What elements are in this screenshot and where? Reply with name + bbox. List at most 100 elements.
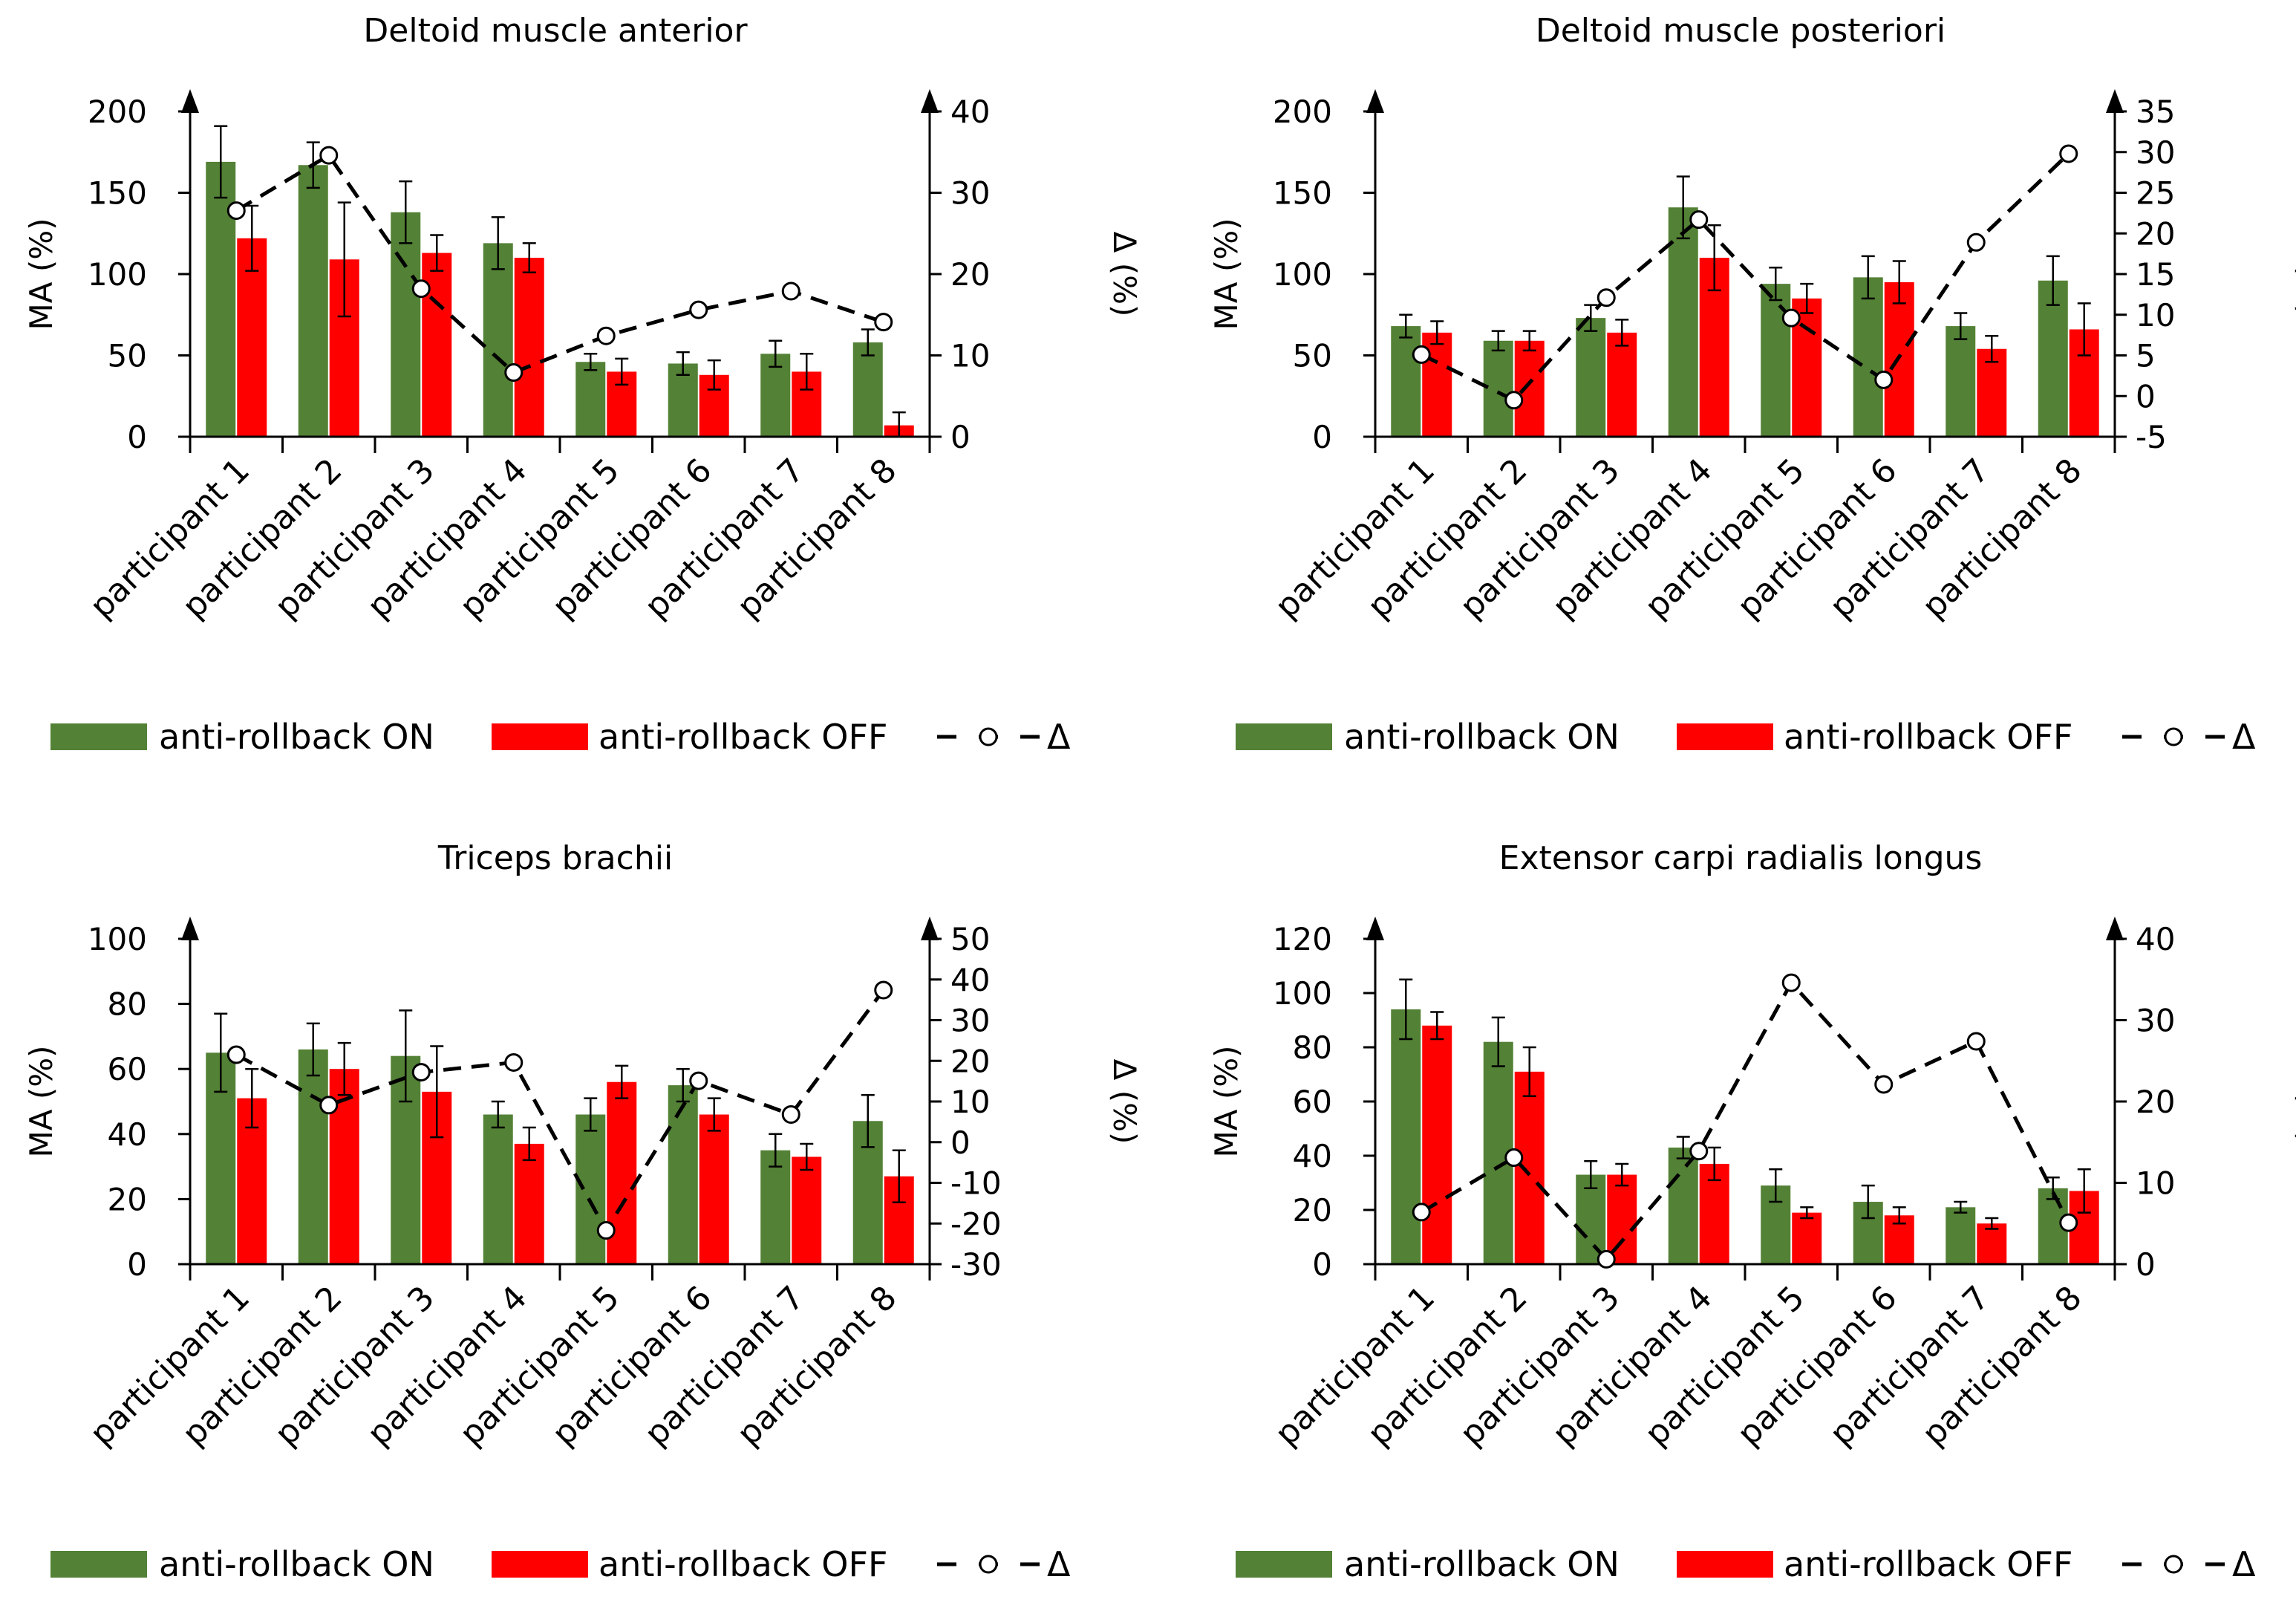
bar-off — [1514, 1071, 1545, 1264]
y-tick-label-left: 0 — [1312, 1246, 1332, 1283]
y-tick-label-left: 40 — [1293, 1138, 1332, 1174]
delta-marker — [1504, 1148, 1524, 1168]
legend-label-delta: Δ — [1047, 1544, 1071, 1584]
y-tick-label-right: 20 — [2136, 215, 2175, 252]
legend-label-off: anti-rollback OFF — [1784, 1544, 2072, 1584]
y-tick-label-left: 0 — [1312, 419, 1332, 455]
x-tick-label: participant 3 — [267, 452, 442, 626]
legend-label-delta: Δ — [1047, 717, 1071, 757]
y-tick-label-right: 35 — [2136, 94, 2175, 130]
y-tick-label-left: 100 — [88, 921, 147, 957]
delta-marker — [596, 1221, 616, 1240]
chart-panel: Deltoid muscle anterior 0 50 100 150 200 0 10 20… — [23, 12, 1143, 757]
bar-on — [483, 243, 513, 437]
delta-line — [235, 989, 885, 1234]
axis-arrow — [2106, 917, 2124, 940]
x-tick-label: participant 3 — [1452, 452, 1627, 626]
x-tick-label: participant 3 — [267, 1279, 442, 1454]
x-tick-label: participant 5 — [1637, 452, 1812, 626]
delta-marker — [596, 326, 616, 345]
axis-arrow — [921, 89, 939, 113]
x-tick-label: participant 8 — [1915, 1279, 2090, 1454]
legend-swatch-on — [1236, 723, 1332, 750]
delta-marker — [1504, 391, 1524, 410]
y-tick-label-right: 25 — [2136, 175, 2175, 212]
chart-panel: Triceps brachii 0 20 40 60 80 100 -30 -20-10 0 10 2… — [23, 839, 1143, 1584]
y-axis-label-right: Δ (%) — [1106, 1059, 1143, 1145]
bar-off — [1977, 348, 2007, 437]
legend-label-off: anti-rollback OFF — [599, 1544, 887, 1584]
legend-label-delta: Δ — [2232, 1544, 2256, 1584]
delta-marker — [504, 362, 524, 382]
y-tick-label-right: 0 — [950, 1125, 971, 1161]
y-axis-label-right: Δ (%) — [1106, 232, 1143, 317]
y-tick-label-left: 0 — [127, 1246, 147, 1283]
axis-arrow — [181, 89, 199, 113]
y-tick-label-right: 40 — [2136, 921, 2175, 957]
y-tick-label-left: 100 — [88, 256, 147, 293]
legend-delta-marker — [2164, 727, 2183, 746]
x-tick-label: participant 8 — [730, 452, 904, 626]
x-tick-label: participant 7 — [637, 1279, 812, 1454]
y-tick-label-left: 0 — [127, 419, 147, 455]
delta-marker — [1412, 1203, 1431, 1222]
legend-swatch-off — [1677, 723, 1773, 750]
legend-delta-marker — [979, 1555, 998, 1574]
bar-off — [1422, 1025, 1452, 1264]
y-tick-label-right: 10 — [950, 338, 990, 374]
y-tick-label-right: 20 — [950, 1043, 990, 1079]
y-tick-label-left: 80 — [108, 986, 147, 1023]
bar-on — [391, 212, 421, 437]
x-tick-label: participant 2 — [175, 452, 350, 626]
x-tick-label: participant 7 — [637, 452, 812, 626]
bar-off — [1792, 1212, 1822, 1264]
delta-marker — [874, 313, 893, 332]
delta-marker — [781, 282, 800, 301]
legend-swatch-off — [492, 1551, 588, 1578]
x-tick-label: participant 4 — [360, 452, 535, 626]
x-tick-label: participant 1 — [1268, 452, 1442, 626]
delta-marker — [689, 1071, 708, 1090]
y-tick-label-left: 20 — [108, 1181, 147, 1217]
chart-panel: Deltoid muscle posteriori 0 50 100 150 200 -5 0… — [1208, 12, 2296, 757]
bar-on — [298, 1049, 328, 1264]
bar-on — [1668, 207, 1698, 437]
axis-arrow — [921, 917, 939, 940]
y-tick-label-right: 0 — [2136, 1246, 2156, 1283]
delta-marker — [319, 1096, 339, 1115]
delta-marker — [226, 1045, 246, 1064]
delta-marker — [1966, 1032, 1986, 1051]
chart-title: Deltoid muscle posteriori — [1536, 12, 1946, 50]
y-tick-label-right: -5 — [2136, 419, 2167, 455]
x-tick-label: participant 4 — [1545, 1279, 1720, 1454]
y-axis-label-right: Δ (%) — [2292, 232, 2296, 317]
x-tick-label: participant 6 — [1730, 1279, 1905, 1454]
bar-off — [514, 258, 544, 437]
legend-delta-marker — [2164, 1555, 2183, 1574]
axis-arrow — [2106, 89, 2124, 113]
y-axis-label-left: MA (%) — [1208, 1046, 1245, 1158]
bar-on — [1483, 340, 1513, 437]
y-tick-label-right: 15 — [2136, 256, 2175, 293]
x-tick-label: participant 5 — [1637, 1279, 1812, 1454]
delta-marker — [504, 1052, 524, 1072]
delta-marker — [1874, 1075, 1894, 1094]
y-tick-label-right: 30 — [950, 1003, 990, 1039]
delta-marker — [1689, 1142, 1709, 1161]
y-tick-label-right: 0 — [2136, 378, 2156, 414]
y-tick-label-left: 50 — [108, 338, 147, 374]
legend-label-on: anti-rollback ON — [159, 717, 434, 757]
x-tick-label: participant 1 — [82, 452, 257, 626]
delta-line — [1420, 979, 2070, 1263]
y-tick-label-right: 20 — [950, 256, 990, 293]
legend-swatch-on — [50, 723, 147, 750]
x-tick-label: participant 6 — [1730, 452, 1905, 626]
legend-label-delta: Δ — [2232, 717, 2256, 757]
delta-marker — [1412, 345, 1431, 364]
y-axis-label-left: MA (%) — [23, 218, 59, 331]
y-tick-label-left: 60 — [1293, 1084, 1332, 1120]
delta-marker — [2059, 1213, 2078, 1232]
y-tick-label-left: 150 — [88, 175, 147, 212]
bar-off — [792, 1156, 822, 1264]
